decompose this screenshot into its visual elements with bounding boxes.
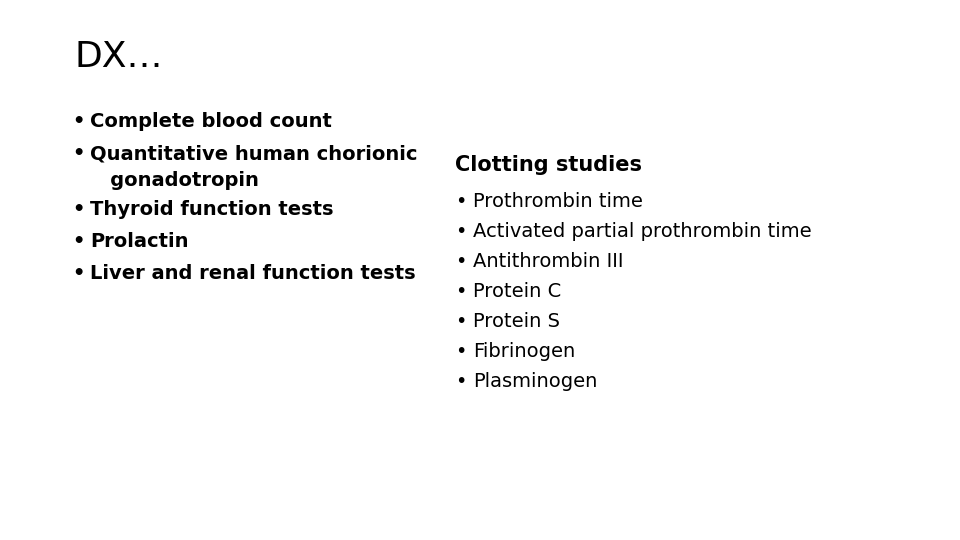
Text: Clotting studies: Clotting studies (455, 155, 642, 175)
Text: Plasminogen: Plasminogen (473, 372, 597, 391)
Text: •: • (455, 312, 467, 331)
Text: •: • (72, 200, 84, 219)
Text: Fibrinogen: Fibrinogen (473, 342, 575, 361)
Text: •: • (455, 252, 467, 271)
Text: Prothrombin time: Prothrombin time (473, 192, 643, 211)
Text: •: • (455, 342, 467, 361)
Text: gonadotropin: gonadotropin (90, 171, 259, 190)
Text: •: • (72, 112, 84, 131)
Text: •: • (455, 282, 467, 301)
Text: •: • (455, 192, 467, 211)
Text: •: • (72, 264, 84, 283)
Text: •: • (455, 372, 467, 391)
Text: Thyroid function tests: Thyroid function tests (90, 200, 333, 219)
Text: DX…: DX… (75, 40, 163, 74)
Text: Antithrombin III: Antithrombin III (473, 252, 623, 271)
Text: Quantitative human chorionic: Quantitative human chorionic (90, 144, 418, 163)
Text: •: • (455, 222, 467, 241)
Text: •: • (72, 144, 84, 163)
Text: Liver and renal function tests: Liver and renal function tests (90, 264, 416, 283)
Text: Complete blood count: Complete blood count (90, 112, 332, 131)
Text: Prolactin: Prolactin (90, 232, 188, 251)
Text: Protein C: Protein C (473, 282, 562, 301)
Text: Activated partial prothrombin time: Activated partial prothrombin time (473, 222, 811, 241)
Text: •: • (72, 232, 84, 251)
Text: Protein S: Protein S (473, 312, 560, 331)
